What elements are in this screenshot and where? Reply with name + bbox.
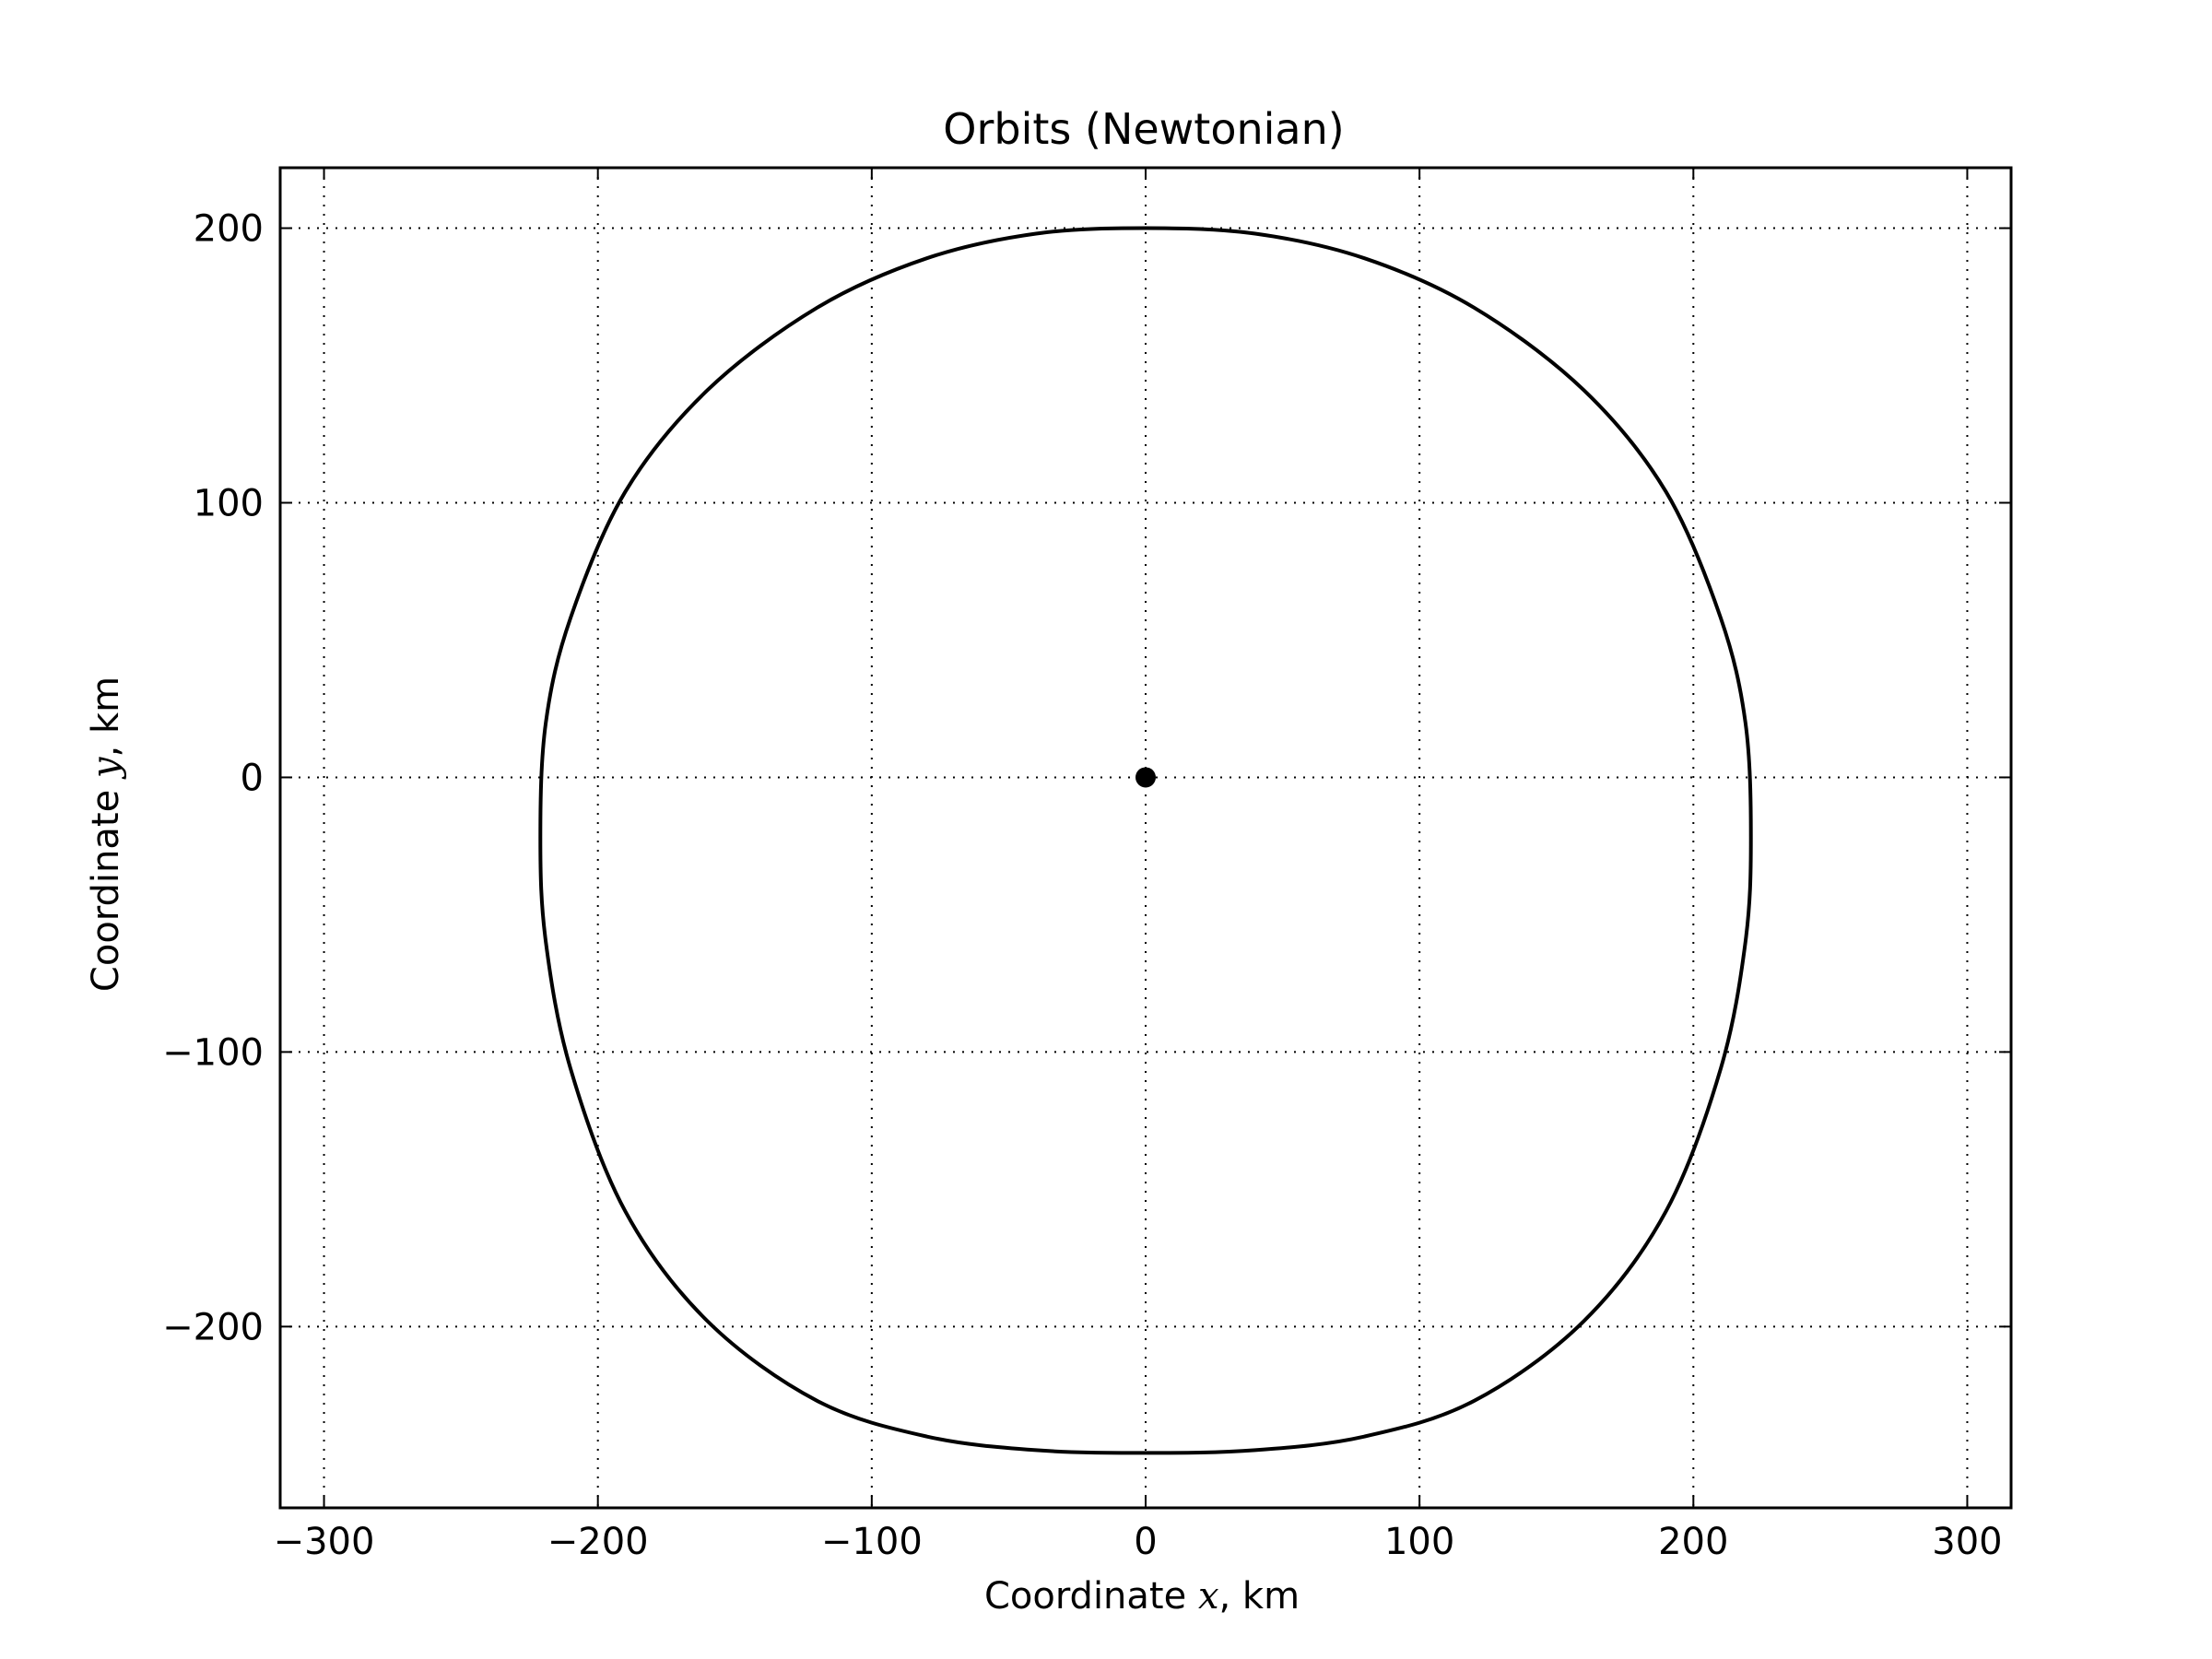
x-tick-label-6: 300 (1932, 1521, 2002, 1563)
grid (280, 168, 2011, 1508)
y-tick-label-0: −200 (162, 1306, 264, 1348)
y-axis-label-prefix: Coordinate (85, 778, 127, 992)
x-axis-label-prefix: Coordinate (984, 1575, 1198, 1618)
y-axis-label-var: y (85, 756, 127, 780)
y-axis-label: Coordinate y, km (85, 677, 127, 992)
x-tick-label-3: 0 (1134, 1521, 1157, 1563)
y-tick-label-1: −100 (162, 1031, 264, 1074)
x-tick-label-0: −300 (274, 1521, 375, 1563)
x-axis-label-var: x (1198, 1575, 1219, 1618)
x-axis-label: Coordinate x, km (984, 1575, 1300, 1618)
x-axis-label-suffix: , km (1219, 1575, 1300, 1618)
y-tick-label-2: 0 (241, 757, 264, 799)
tick-labels: −300 −200 −100 0 100 200 300 −200 −100 0 100 200 (162, 208, 2003, 1563)
central-body-marker (1135, 767, 1156, 788)
y-tick-label-4: 200 (194, 208, 264, 251)
x-tick-label-2: −100 (821, 1521, 923, 1563)
orbit-line-0 (538, 226, 1753, 1455)
y-tick-label-3: 100 (194, 483, 264, 525)
x-tick-label-5: 200 (1658, 1521, 1728, 1563)
x-tick-label-1: −200 (547, 1521, 649, 1563)
chart-title: Orbits (Newtonian) (943, 104, 1344, 154)
x-tick-label-4: 100 (1384, 1521, 1454, 1563)
orbit-series (538, 226, 1753, 1455)
y-axis-label-suffix: , km (85, 677, 127, 758)
axis-ticks (280, 168, 2011, 1508)
